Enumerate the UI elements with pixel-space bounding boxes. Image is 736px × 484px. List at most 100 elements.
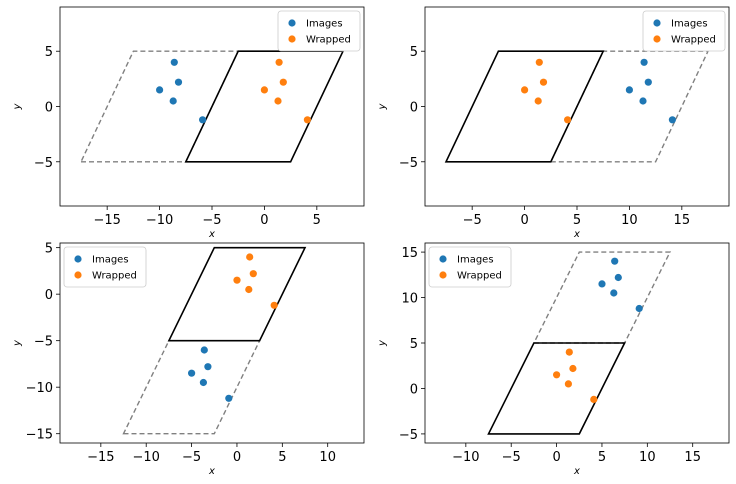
- point-wrapped: [249, 270, 257, 278]
- legend-marker-images: [74, 255, 82, 263]
- point-images: [225, 394, 233, 402]
- legend-marker-wrapped: [653, 35, 661, 43]
- point-images: [170, 58, 178, 66]
- point-images: [199, 116, 207, 124]
- plot-area: [122, 246, 307, 435]
- legend-marker-wrapped: [439, 271, 447, 279]
- point-images: [200, 346, 208, 354]
- point-wrapped: [564, 116, 572, 124]
- legend: Images Wrapped: [642, 10, 726, 52]
- y-tick-label: 5: [410, 45, 418, 60]
- legend-marker-wrapped: [74, 271, 82, 279]
- point-images: [174, 78, 183, 86]
- x-tick-label: 0: [233, 450, 241, 465]
- x-tick-label: 0: [552, 450, 560, 465]
- legend-box: [277, 10, 361, 52]
- x-axis-label: x: [573, 229, 580, 240]
- y-tick-label: −5: [34, 335, 53, 350]
- point-images: [668, 116, 677, 124]
- x-axis-label: x: [573, 466, 580, 477]
- point-wrapped: [303, 116, 311, 124]
- x-tick-label: 10: [639, 450, 656, 465]
- y-tick-label: 5: [410, 337, 418, 352]
- y-tick-label: 0: [410, 101, 418, 116]
- point-wrapped: [275, 58, 283, 66]
- subplot-4: −10 −5 0 5 10 15 −5 0 5 10 15 x y Images Wrapped: [377, 242, 730, 477]
- point-images: [614, 273, 622, 282]
- legend-label-wrapped: Wrapped: [457, 271, 502, 282]
- x-tick-label: 15: [674, 213, 691, 228]
- y-tick-label: −5: [399, 428, 418, 443]
- point-wrapped: [245, 285, 253, 294]
- y-tick-label: 15: [401, 246, 418, 261]
- y-tick-label: −15: [26, 428, 53, 443]
- point-wrapped: [521, 86, 529, 94]
- unit-cell-outline: [167, 246, 307, 342]
- point-images: [610, 289, 618, 297]
- legend-marker-wrapped: [288, 35, 296, 43]
- point-images: [169, 97, 177, 105]
- plot-area: [487, 251, 672, 435]
- legend-marker-images: [288, 19, 296, 27]
- point-wrapped: [553, 371, 561, 379]
- x-tick-label: 5: [573, 213, 581, 228]
- y-tick-label: 5: [45, 242, 53, 257]
- x-axis-label: x: [208, 229, 215, 240]
- legend-label-images: Images: [92, 255, 129, 266]
- point-images: [635, 304, 643, 313]
- x-tick-label: −15: [93, 213, 120, 228]
- point-images: [644, 78, 652, 86]
- point-wrapped: [270, 301, 278, 309]
- x-tick-label: 5: [313, 213, 321, 228]
- x-tick-label: −10: [132, 450, 159, 465]
- point-images: [204, 363, 212, 371]
- x-tick-label: −5: [182, 450, 201, 465]
- y-tick-label: −5: [399, 156, 418, 171]
- point-wrapped: [539, 78, 548, 86]
- legend-label-wrapped: Wrapped: [92, 271, 137, 282]
- y-tick-label: 0: [45, 101, 53, 116]
- legend: Images Wrapped: [277, 10, 361, 52]
- y-tick-label: 0: [45, 288, 53, 303]
- legend-box: [642, 10, 726, 52]
- unit-cell-outline: [487, 342, 626, 435]
- y-tick-label: 5: [45, 45, 53, 60]
- point-wrapped: [564, 380, 573, 388]
- point-images: [639, 97, 647, 105]
- point-wrapped: [535, 58, 543, 66]
- point-wrapped: [233, 276, 241, 284]
- point-images: [199, 378, 207, 387]
- legend-label-images: Images: [457, 255, 494, 266]
- x-tick-label: 10: [319, 450, 336, 465]
- point-images: [156, 86, 164, 94]
- subplot-3: −15 −10 −5 0 5 10 −15 −10 −5 0 5 x y Images Wrapped: [12, 242, 365, 477]
- y-axis-label: y: [377, 339, 388, 347]
- legend-label-images: Images: [306, 19, 343, 30]
- unit-cell-outline: [444, 50, 605, 163]
- point-wrapped: [260, 86, 268, 94]
- x-tick-label: 0: [520, 213, 528, 228]
- point-wrapped: [590, 395, 598, 403]
- legend-label-images: Images: [671, 19, 708, 30]
- point-wrapped: [246, 253, 254, 261]
- y-axis-label: y: [12, 102, 23, 110]
- x-tick-label: 15: [684, 450, 701, 465]
- x-axis-label: x: [208, 466, 215, 477]
- point-images: [640, 58, 648, 66]
- x-tick-label: 5: [598, 450, 606, 465]
- x-tick-label: 10: [621, 213, 638, 228]
- point-images: [625, 86, 634, 94]
- point-wrapped: [274, 97, 282, 105]
- x-tick-label: −10: [146, 213, 173, 228]
- point-images: [188, 369, 196, 377]
- subplot-1: −15 −10 −5 0 5 −5 0 5 x y Images Wrapped: [12, 6, 365, 240]
- y-axis-label: y: [377, 102, 388, 110]
- x-tick-label: −15: [87, 450, 114, 465]
- y-tick-label: −5: [34, 156, 53, 171]
- x-tick-label: 0: [260, 213, 268, 228]
- x-tick-label: −5: [202, 213, 221, 228]
- axes-frame: [59, 242, 365, 444]
